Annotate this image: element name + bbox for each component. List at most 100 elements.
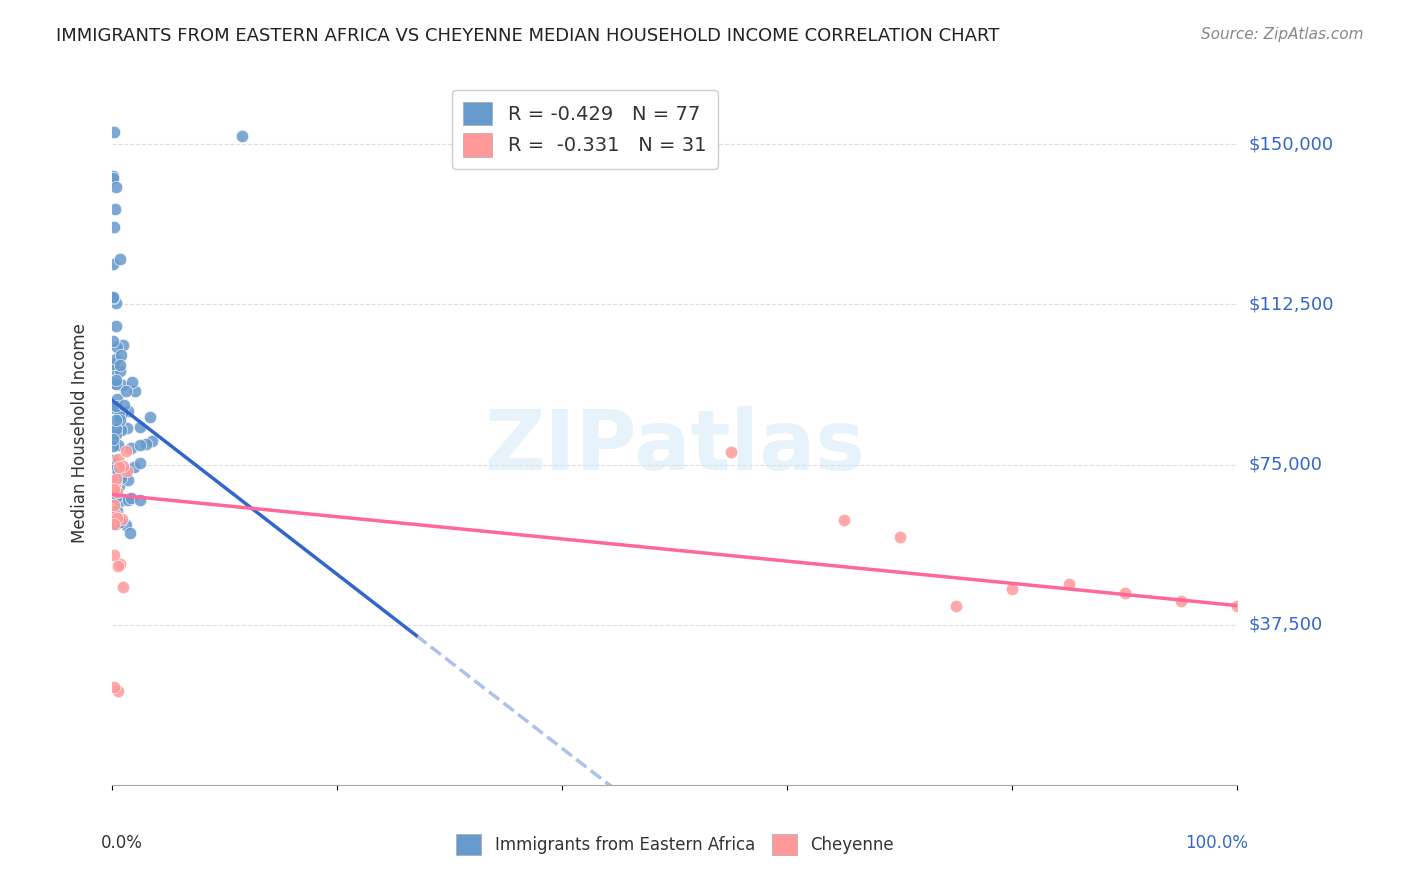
- Point: [111, 338, 134, 352]
- Point: [122, 460, 145, 475]
- Point: [135, 437, 157, 451]
- Point: [110, 423, 132, 437]
- Point: [1170, 594, 1192, 608]
- Point: [108, 494, 131, 508]
- Y-axis label: Median Household Income: Median Household Income: [70, 323, 89, 542]
- Point: [105, 511, 128, 525]
- Point: [101, 334, 124, 348]
- Point: [120, 491, 142, 506]
- Point: [101, 439, 124, 453]
- Point: [110, 423, 132, 437]
- Point: [114, 443, 136, 458]
- Point: [104, 516, 127, 531]
- Legend: Immigrants from Eastern Africa, Cheyenne: Immigrants from Eastern Africa, Cheyenne: [450, 828, 900, 861]
- Point: [101, 290, 124, 304]
- Point: [108, 364, 131, 378]
- Point: [105, 373, 128, 387]
- Point: [115, 384, 138, 398]
- Point: [1057, 577, 1080, 591]
- Point: [111, 580, 134, 594]
- Point: [117, 474, 139, 488]
- Point: [110, 377, 132, 392]
- Point: [112, 466, 135, 480]
- Point: [108, 413, 131, 427]
- Point: [103, 505, 125, 519]
- Point: [103, 463, 125, 477]
- Point: [120, 525, 142, 540]
- Point: [945, 599, 967, 613]
- Point: [105, 513, 128, 527]
- Point: [117, 464, 139, 478]
- Text: 100.0%: 100.0%: [1185, 834, 1249, 852]
- Point: [138, 409, 160, 424]
- Point: [104, 422, 127, 436]
- Text: $112,500: $112,500: [1249, 295, 1334, 313]
- Point: [128, 438, 150, 452]
- Point: [101, 483, 124, 497]
- Point: [107, 466, 129, 480]
- Point: [1114, 586, 1136, 600]
- Point: [105, 376, 128, 391]
- Point: [120, 442, 142, 456]
- Point: [107, 484, 129, 499]
- Text: IMMIGRANTS FROM EASTERN AFRICA VS CHEYENNE MEDIAN HOUSEHOLD INCOME CORRELATION C: IMMIGRANTS FROM EASTERN AFRICA VS CHEYEN…: [56, 27, 1000, 45]
- Text: $150,000: $150,000: [1249, 136, 1334, 153]
- Point: [108, 557, 131, 571]
- Point: [101, 423, 124, 437]
- Point: [104, 475, 127, 490]
- Point: [104, 351, 127, 366]
- Point: [105, 413, 128, 427]
- Point: [104, 319, 127, 334]
- Point: [105, 472, 128, 486]
- Point: [110, 348, 132, 362]
- Point: [121, 375, 143, 389]
- Point: [101, 291, 124, 305]
- Text: $37,500: $37,500: [1249, 615, 1323, 634]
- Point: [124, 384, 146, 399]
- Point: [117, 492, 139, 507]
- Point: [101, 401, 124, 416]
- Point: [128, 493, 150, 508]
- Point: [101, 257, 124, 271]
- Point: [104, 180, 127, 194]
- Point: [105, 426, 128, 441]
- Point: [103, 376, 125, 390]
- Point: [104, 508, 127, 523]
- Point: [103, 498, 125, 512]
- Point: [114, 517, 136, 532]
- Point: [103, 680, 125, 694]
- Point: [107, 438, 129, 452]
- Point: [1226, 599, 1249, 613]
- Text: $75,000: $75,000: [1249, 456, 1323, 474]
- Point: [129, 456, 152, 470]
- Point: [103, 474, 125, 488]
- Point: [105, 504, 128, 518]
- Point: [115, 421, 138, 435]
- Point: [107, 478, 129, 492]
- Point: [103, 483, 125, 497]
- Point: [111, 512, 134, 526]
- Point: [720, 445, 742, 459]
- Point: [112, 398, 135, 412]
- Point: [105, 490, 128, 504]
- Point: [104, 478, 127, 492]
- Point: [101, 433, 124, 447]
- Point: [101, 170, 124, 185]
- Point: [103, 548, 125, 562]
- Point: [103, 220, 125, 235]
- Point: [111, 458, 134, 473]
- Point: [103, 516, 125, 531]
- Point: [105, 295, 128, 310]
- Point: [108, 409, 131, 423]
- Point: [103, 124, 125, 138]
- Point: [107, 684, 129, 698]
- Point: [104, 202, 127, 216]
- Point: [108, 252, 131, 266]
- Point: [107, 451, 129, 466]
- Text: Source: ZipAtlas.com: Source: ZipAtlas.com: [1201, 27, 1364, 42]
- Point: [105, 340, 128, 354]
- Point: [110, 515, 132, 529]
- Point: [108, 460, 131, 475]
- Point: [111, 406, 134, 420]
- Point: [110, 358, 132, 372]
